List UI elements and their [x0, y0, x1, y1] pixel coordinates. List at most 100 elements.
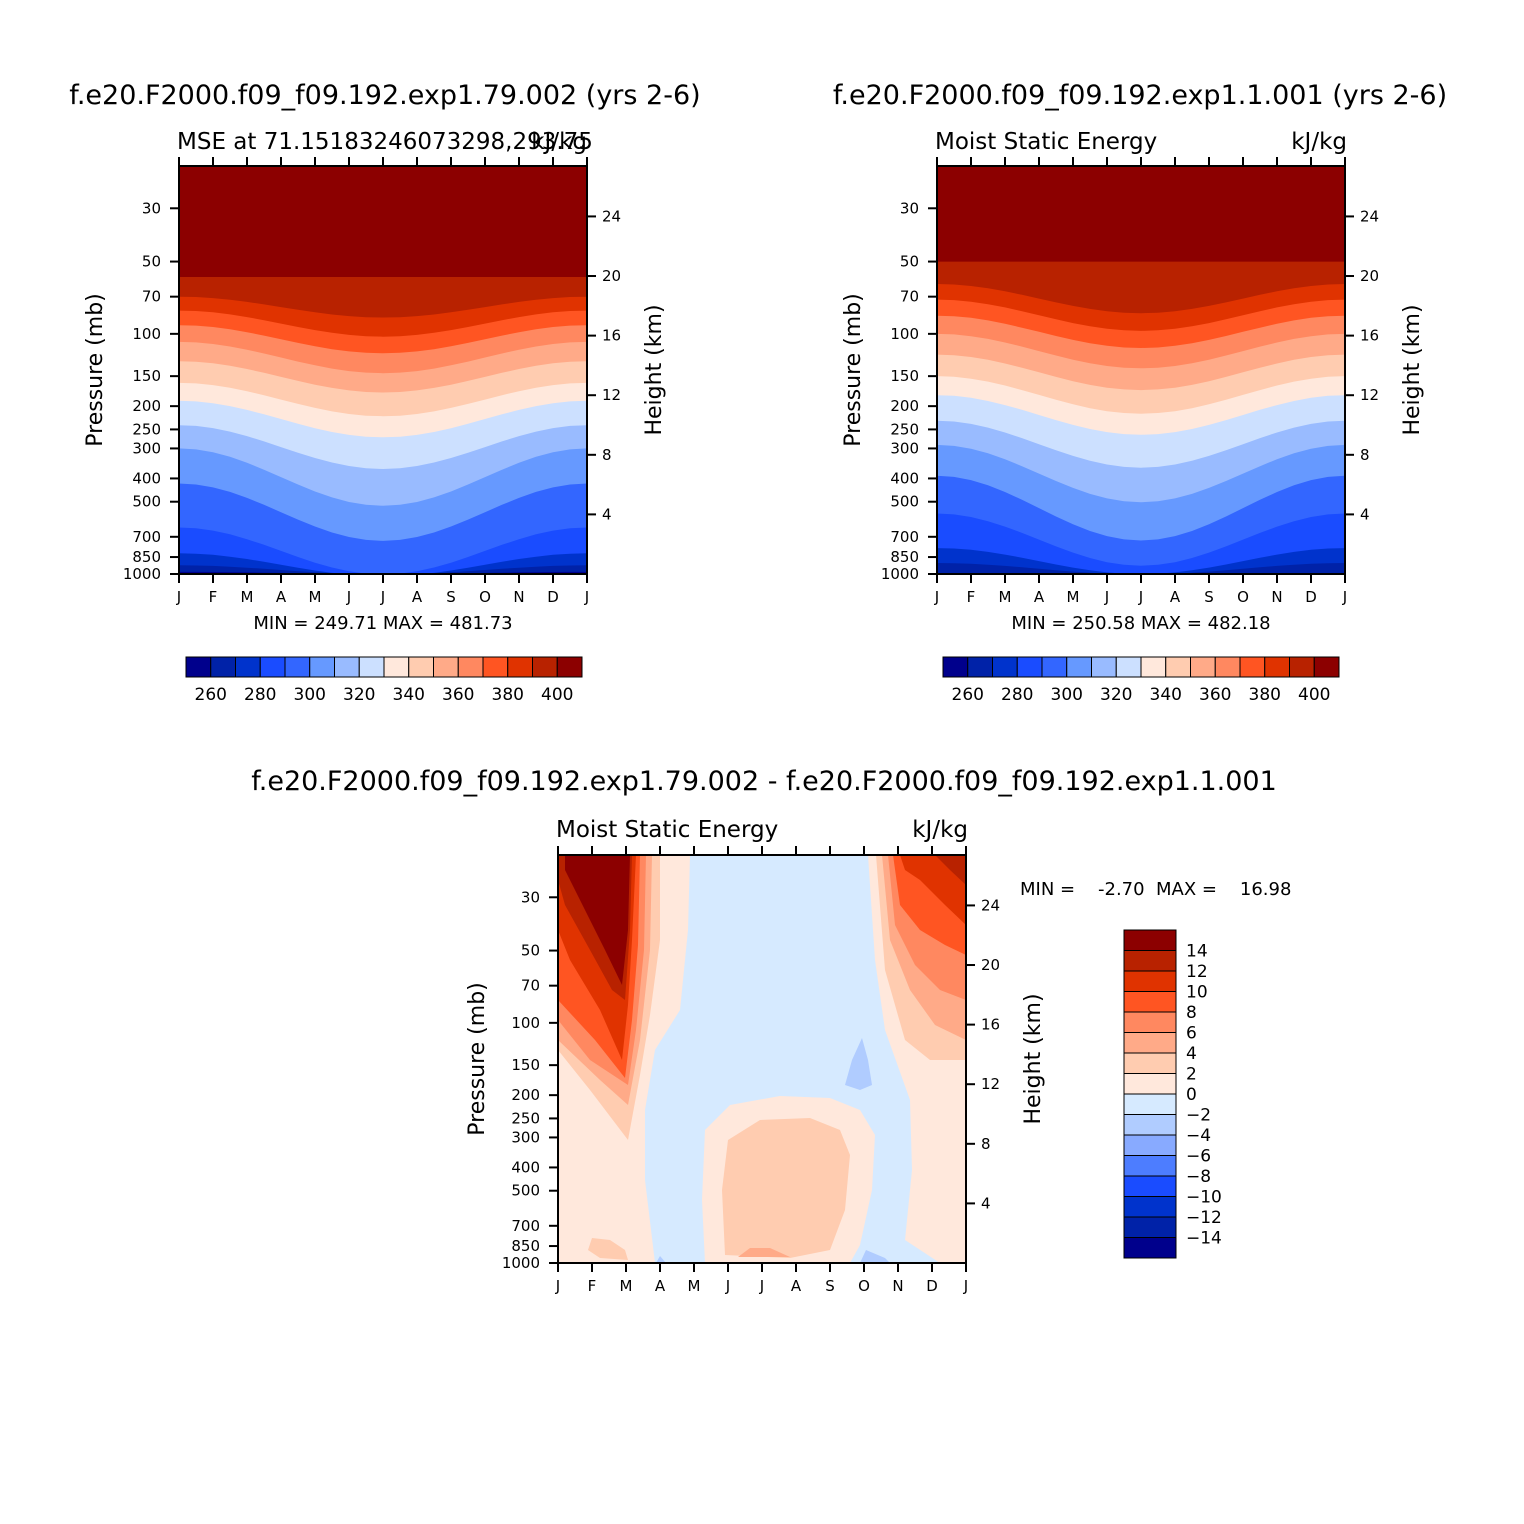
colorbar-label: 400	[1298, 685, 1330, 705]
colorbar-label: 0	[1186, 1085, 1197, 1105]
colorbar-swatch	[1123, 1011, 1177, 1033]
x-tick-label: A	[1034, 588, 1045, 606]
x-tick-label: O	[479, 588, 491, 606]
colorbar-label: 320	[343, 685, 375, 705]
y-tick-label: 150	[511, 1056, 540, 1074]
colorbar-label: 260	[195, 685, 227, 705]
colorbar-swatch	[309, 656, 335, 678]
colorbar-label: 300	[294, 685, 326, 705]
y-tick-label: 300	[890, 439, 919, 457]
x-tick-label: M	[1067, 588, 1080, 606]
y-tick-label: 50	[900, 253, 919, 271]
colorbar-label: 14	[1186, 942, 1208, 962]
colorbar-label: 320	[1100, 685, 1132, 705]
colorbar-swatch	[1123, 1052, 1177, 1074]
diff-left-small-2to4	[588, 1238, 628, 1260]
x-tick-label: J	[176, 588, 181, 606]
colorbar-label: −2	[1186, 1106, 1211, 1126]
x-tick-label: D	[926, 1277, 938, 1295]
y-tick-label: 100	[511, 1014, 540, 1032]
colorbar-swatch	[1165, 656, 1191, 678]
contour-band	[179, 553, 587, 574]
y-tick-label: 1000	[123, 565, 161, 583]
y-tick-label: 500	[511, 1182, 540, 1200]
colorbar-swatch	[1123, 950, 1177, 972]
panel-2-subtitle-left: Moist Static Energy	[935, 129, 1157, 155]
x-tick-label: J	[759, 1277, 764, 1295]
y-tick-label: 50	[521, 942, 540, 960]
colorbar-swatch	[1016, 656, 1043, 678]
contour-band	[937, 548, 1345, 574]
y-tick-label: 70	[142, 288, 161, 306]
colorbar-swatch	[1123, 991, 1177, 1013]
colorbar-swatch	[358, 656, 385, 678]
colorbar-swatch	[1091, 656, 1117, 678]
colorbar-swatch	[992, 656, 1018, 678]
colorbar-label: 340	[1150, 685, 1182, 705]
colorbar-swatch	[1123, 1093, 1177, 1115]
diff-neg-lower	[860, 1250, 890, 1263]
y-tick-label: 70	[900, 288, 919, 306]
y-right-tick-label: 4	[602, 505, 612, 523]
y-tick-label: 100	[890, 325, 919, 343]
panel-1-title: f.e20.F2000.f09_f09.192.exp1.79.002 (yrs…	[69, 80, 700, 111]
y-tick-label: 700	[890, 528, 919, 546]
colorbar-swatch	[457, 656, 484, 678]
y-tick-label: 400	[890, 469, 919, 487]
contour-band	[937, 563, 1345, 574]
diff-left-14plus	[565, 855, 630, 985]
panel-1-subtitle-left: MSE at 71.15183246073298,293.75	[177, 129, 593, 155]
x-tick-label: F	[209, 588, 218, 606]
panel-2-ylabel-right: Height (km)	[1400, 304, 1425, 435]
diff-right-12to14	[935, 855, 966, 885]
colorbar-swatch	[1140, 656, 1167, 678]
colorbar-swatch	[1123, 1216, 1177, 1238]
panel-2-ylabel: Pressure (mb)	[841, 293, 866, 447]
panel-1-min-max: MIN = 249.71 MAX = 481.73	[253, 613, 512, 634]
panel-1-ylabel-right: Height (km)	[642, 304, 667, 435]
y-tick-label: 700	[132, 528, 161, 546]
y-tick-label: 250	[511, 1109, 540, 1127]
x-tick-label: N	[892, 1277, 903, 1295]
colorbar-swatch	[334, 656, 360, 678]
y-tick-label: 850	[132, 548, 161, 566]
colorbar-swatch	[1123, 1155, 1177, 1177]
y-tick-label: 250	[890, 420, 919, 438]
y-right-tick-label: 16	[981, 1016, 1000, 1034]
y-tick-label: 150	[890, 367, 919, 385]
y-right-tick-label: 24	[1360, 207, 1379, 225]
y-tick-label: 200	[890, 397, 919, 415]
y-tick-label: 400	[511, 1158, 540, 1176]
x-tick-label: J	[963, 1277, 968, 1295]
y-tick-label: 300	[511, 1128, 540, 1146]
y-tick-label: 250	[132, 420, 161, 438]
contour-band	[179, 565, 587, 574]
panel-1-ylabel: Pressure (mb)	[83, 293, 108, 447]
colorbar-label: −4	[1186, 1126, 1211, 1146]
x-tick-label: A	[412, 588, 423, 606]
contour-band	[937, 513, 1345, 574]
panel-2-colorbar: 260 280 300 320 340 360 380 400	[942, 656, 1340, 705]
x-tick-label: M	[999, 588, 1012, 606]
colorbar-swatch	[408, 656, 434, 678]
x-tick-label: J	[584, 588, 589, 606]
colorbar-label: 360	[1199, 685, 1231, 705]
x-tick-label: D	[1305, 588, 1317, 606]
colorbar-swatch	[1239, 656, 1266, 678]
x-tick-label: N	[1271, 588, 1282, 606]
colorbar-swatch	[1123, 970, 1177, 992]
colorbar-swatch	[556, 656, 583, 678]
y-right-tick-label: 20	[1360, 267, 1379, 285]
panel-2-min-max: MIN = 250.58 MAX = 482.18	[1011, 613, 1270, 634]
x-tick-label: J	[346, 588, 351, 606]
x-tick-label: M	[241, 588, 254, 606]
y-tick-label: 200	[132, 397, 161, 415]
x-tick-label: F	[588, 1277, 597, 1295]
y-tick-label: 30	[521, 888, 540, 906]
colorbar-swatch	[967, 656, 993, 678]
colorbar-swatch	[210, 656, 236, 678]
panel-3-ylabel-right: Height (km)	[1021, 993, 1046, 1124]
